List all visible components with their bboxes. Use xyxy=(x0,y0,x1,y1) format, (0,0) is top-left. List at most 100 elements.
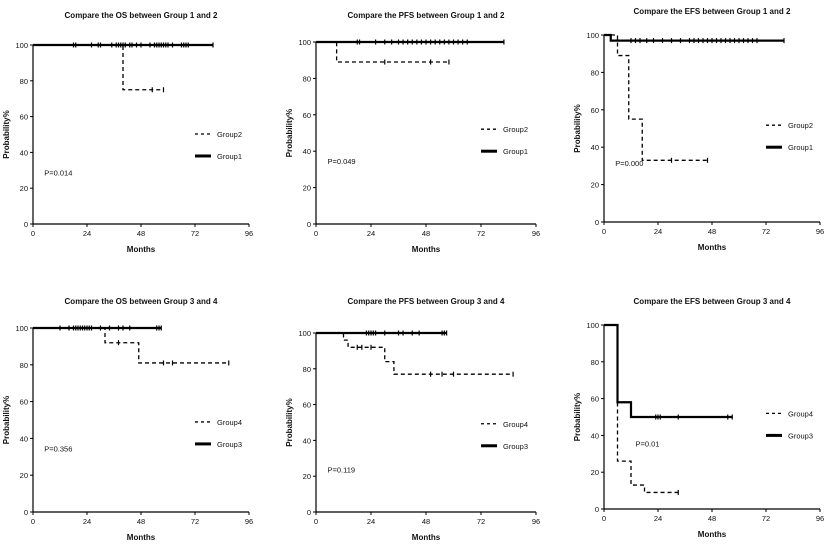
y-tick-label: 80 xyxy=(303,74,311,83)
y-tick-label: 80 xyxy=(591,358,599,367)
x-tick-label: 48 xyxy=(708,227,716,236)
chart-title: Compare the OS between Group 3 and 4 xyxy=(65,297,218,306)
p-value: P=0.119 xyxy=(327,466,355,475)
survival-curve-group2 xyxy=(33,44,164,91)
legend-label: Group2 xyxy=(788,121,813,130)
x-tick-label: 48 xyxy=(708,514,716,523)
legend-label: Group2 xyxy=(217,130,242,139)
x-tick-label: 96 xyxy=(816,514,824,523)
legend-label: Group3 xyxy=(503,442,528,451)
y-tick-label: 0 xyxy=(24,508,28,517)
survival-curve-group4 xyxy=(604,324,679,494)
y-axis-label: Probability% xyxy=(285,109,294,157)
survival-curve-group2 xyxy=(316,41,449,63)
y-tick-label: 60 xyxy=(303,401,311,410)
legend-label: Group3 xyxy=(788,431,813,440)
x-tick-label: 24 xyxy=(83,229,91,238)
x-tick-label: 96 xyxy=(245,517,253,526)
y-tick-label: 60 xyxy=(591,106,599,115)
chart-title: Compare the OS between Group 1 and 2 xyxy=(65,11,218,20)
x-axis-label: Months xyxy=(412,245,441,254)
y-tick-label: 80 xyxy=(20,77,28,86)
y-tick-label: 40 xyxy=(303,147,311,156)
y-axis-label: Probability% xyxy=(285,398,294,446)
y-tick-label: 60 xyxy=(20,398,28,407)
y-axis-label: Probability% xyxy=(573,104,582,152)
survival-curve-group4 xyxy=(33,327,229,364)
x-tick-label: 0 xyxy=(31,517,35,526)
y-tick-label: 60 xyxy=(20,113,28,122)
x-tick-label: 24 xyxy=(83,517,91,526)
x-tick-label: 72 xyxy=(477,517,485,526)
y-tick-label: 100 xyxy=(298,329,311,338)
chart-title: Compare the EFS between Group 3 and 4 xyxy=(634,297,791,306)
x-axis-label: Months xyxy=(412,533,441,542)
x-tick-label: 96 xyxy=(532,517,540,526)
survival-curve-group3 xyxy=(604,323,733,419)
y-tick-label: 20 xyxy=(303,184,311,193)
x-tick-label: 0 xyxy=(31,229,35,238)
y-tick-label: 0 xyxy=(595,505,599,514)
y-tick-label: 0 xyxy=(595,218,599,227)
legend-label: Group1 xyxy=(503,147,528,156)
x-tick-label: 24 xyxy=(654,227,662,236)
y-tick-label: 40 xyxy=(303,436,311,445)
y-tick-label: 40 xyxy=(591,143,599,152)
survival-curve-group4 xyxy=(316,332,514,375)
x-tick-label: 96 xyxy=(816,227,824,236)
x-axis-label: Months xyxy=(127,533,156,542)
x-tick-label: 48 xyxy=(422,517,430,526)
y-tick-label: 80 xyxy=(591,68,599,77)
y-axis-label: Probability% xyxy=(2,396,11,444)
y-tick-label: 100 xyxy=(298,38,311,47)
chart-title: Compare the PFS between Group 3 and 4 xyxy=(348,297,505,306)
y-tick-label: 100 xyxy=(15,41,28,50)
x-tick-label: 0 xyxy=(602,514,606,523)
x-tick-label: 0 xyxy=(314,517,318,526)
legend-label: Group2 xyxy=(503,125,528,134)
legend-label: Group1 xyxy=(788,143,813,152)
x-tick-label: 24 xyxy=(367,517,375,526)
x-tick-label: 96 xyxy=(245,229,253,238)
legend-label: Group4 xyxy=(788,409,813,418)
p-value: P=0.01 xyxy=(636,439,660,448)
legend-label: Group4 xyxy=(503,420,528,429)
p-value: P=0.049 xyxy=(327,157,355,166)
p-value: P=0.014 xyxy=(44,169,72,178)
y-tick-label: 40 xyxy=(591,431,599,440)
x-tick-label: 24 xyxy=(367,229,375,238)
p-value: P=0.356 xyxy=(44,444,72,453)
x-tick-label: 48 xyxy=(422,229,430,238)
y-tick-label: 0 xyxy=(24,220,28,229)
x-tick-label: 48 xyxy=(137,517,145,526)
x-axis-label: Months xyxy=(698,243,727,252)
survival-curve-group2 xyxy=(604,34,708,161)
legend-label: Group1 xyxy=(217,152,242,161)
x-tick-label: 24 xyxy=(654,514,662,523)
x-tick-label: 72 xyxy=(762,514,770,523)
x-tick-label: 72 xyxy=(191,229,199,238)
y-tick-label: 20 xyxy=(20,184,28,193)
y-tick-label: 100 xyxy=(586,31,599,40)
x-tick-label: 72 xyxy=(191,517,199,526)
y-tick-label: 0 xyxy=(307,220,311,229)
y-axis-label: Probability% xyxy=(573,393,582,441)
x-tick-label: 96 xyxy=(532,229,540,238)
x-axis-label: Months xyxy=(698,530,727,539)
chart-title: Compare the PFS between Group 1 and 2 xyxy=(348,11,505,20)
y-tick-label: 100 xyxy=(586,321,599,330)
legend-label: Group3 xyxy=(217,440,242,449)
y-tick-label: 60 xyxy=(591,395,599,404)
y-tick-label: 20 xyxy=(303,472,311,481)
y-tick-label: 20 xyxy=(591,468,599,477)
chart-title: Compare the EFS between Group 1 and 2 xyxy=(634,7,791,16)
y-axis-label: Probability% xyxy=(2,110,11,158)
legend-label: Group4 xyxy=(217,418,242,427)
y-tick-label: 20 xyxy=(591,181,599,190)
x-tick-label: 0 xyxy=(314,229,318,238)
p-value: P=0.000 xyxy=(615,159,643,168)
y-tick-label: 80 xyxy=(20,361,28,370)
x-tick-label: 72 xyxy=(477,229,485,238)
